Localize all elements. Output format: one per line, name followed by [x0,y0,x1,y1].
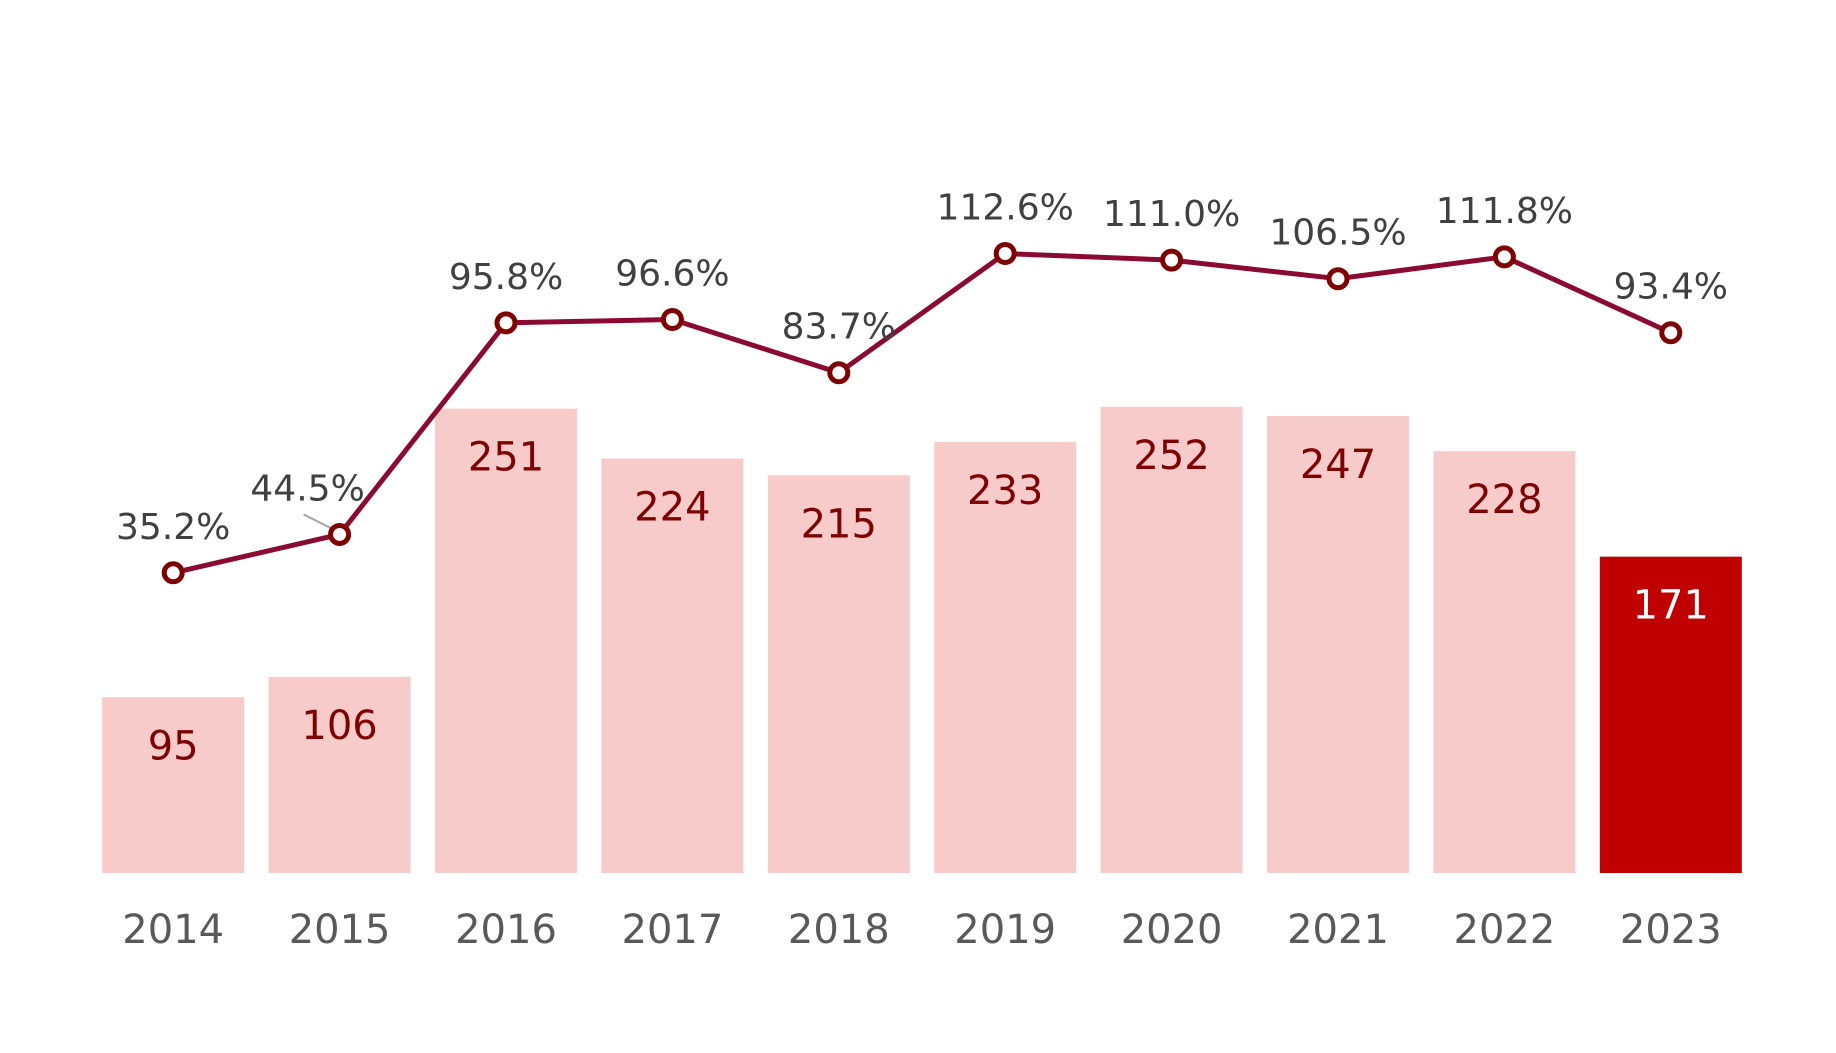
bar-label-2021: 247 [1300,442,1376,488]
line-label-2020: 111.0% [1103,194,1240,235]
x-tick-2014: 2014 [122,907,224,953]
line-point-2020 [1160,248,1184,272]
x-tick-2023: 2023 [1620,907,1722,953]
line-series [172,251,1672,576]
bar-label-2020: 252 [1133,433,1209,479]
x-tick-2015: 2015 [289,907,391,953]
bar-2016 [435,408,577,873]
line-label-2015: 44.5% [250,468,364,509]
line-label-2021: 106.5% [1269,213,1406,254]
line-point-2022 [1492,245,1516,269]
bar-label-2016: 251 [468,435,544,481]
bar-2014 [102,697,245,873]
line-label-2016: 95.8% [449,257,563,298]
line-label-2023: 93.4% [1614,267,1728,308]
bar-2021 [1267,416,1409,873]
line-label-2019: 112.6% [937,188,1074,229]
bar-label-2015: 106 [301,703,377,749]
line-point-2015 [328,522,352,546]
bar-2023 [1599,556,1742,873]
bar-2019 [934,441,1077,873]
bar-label-2022: 228 [1466,477,1542,523]
bar-label-2023: 171 [1633,583,1709,629]
x-tick-2016: 2016 [455,907,557,953]
bar-2022 [1433,451,1576,873]
bar-2017 [601,458,744,873]
bars-layer [102,406,1742,873]
line-layer [161,242,1683,585]
bar-label-2014: 95 [148,723,199,769]
x-tick-2020: 2020 [1121,907,1223,953]
line-point-2023 [1659,321,1683,345]
x-tick-2022: 2022 [1454,907,1556,953]
line-label-2022: 111.8% [1436,191,1573,232]
bar-label-2017: 224 [634,485,710,531]
x-tick-2018: 2018 [788,907,890,953]
bar-2020 [1100,406,1243,873]
bar-2018 [767,475,910,873]
line-point-2021 [1326,267,1350,291]
line-point-2014 [161,561,185,585]
bar-label-2019: 233 [967,468,1043,514]
line-label-2014: 35.2% [116,507,230,548]
line-label-2017: 96.6% [615,254,729,295]
leader-line-2015 [303,513,333,530]
line-label-2018: 83.7% [782,307,896,348]
x-tick-2019: 2019 [954,907,1056,953]
line-point-2018 [827,361,851,385]
line-point-2019 [993,242,1017,266]
labels-layer: 95 106 251 224 215 233 252 247 228 171 35.2% 44.5% 9… [116,188,1728,953]
bar-2015 [268,676,411,873]
bar-label-2018: 215 [801,501,877,547]
line-point-2017 [660,308,684,332]
x-tick-2017: 2017 [622,907,724,953]
x-tick-2021: 2021 [1287,907,1389,953]
line-point-2016 [494,311,518,335]
